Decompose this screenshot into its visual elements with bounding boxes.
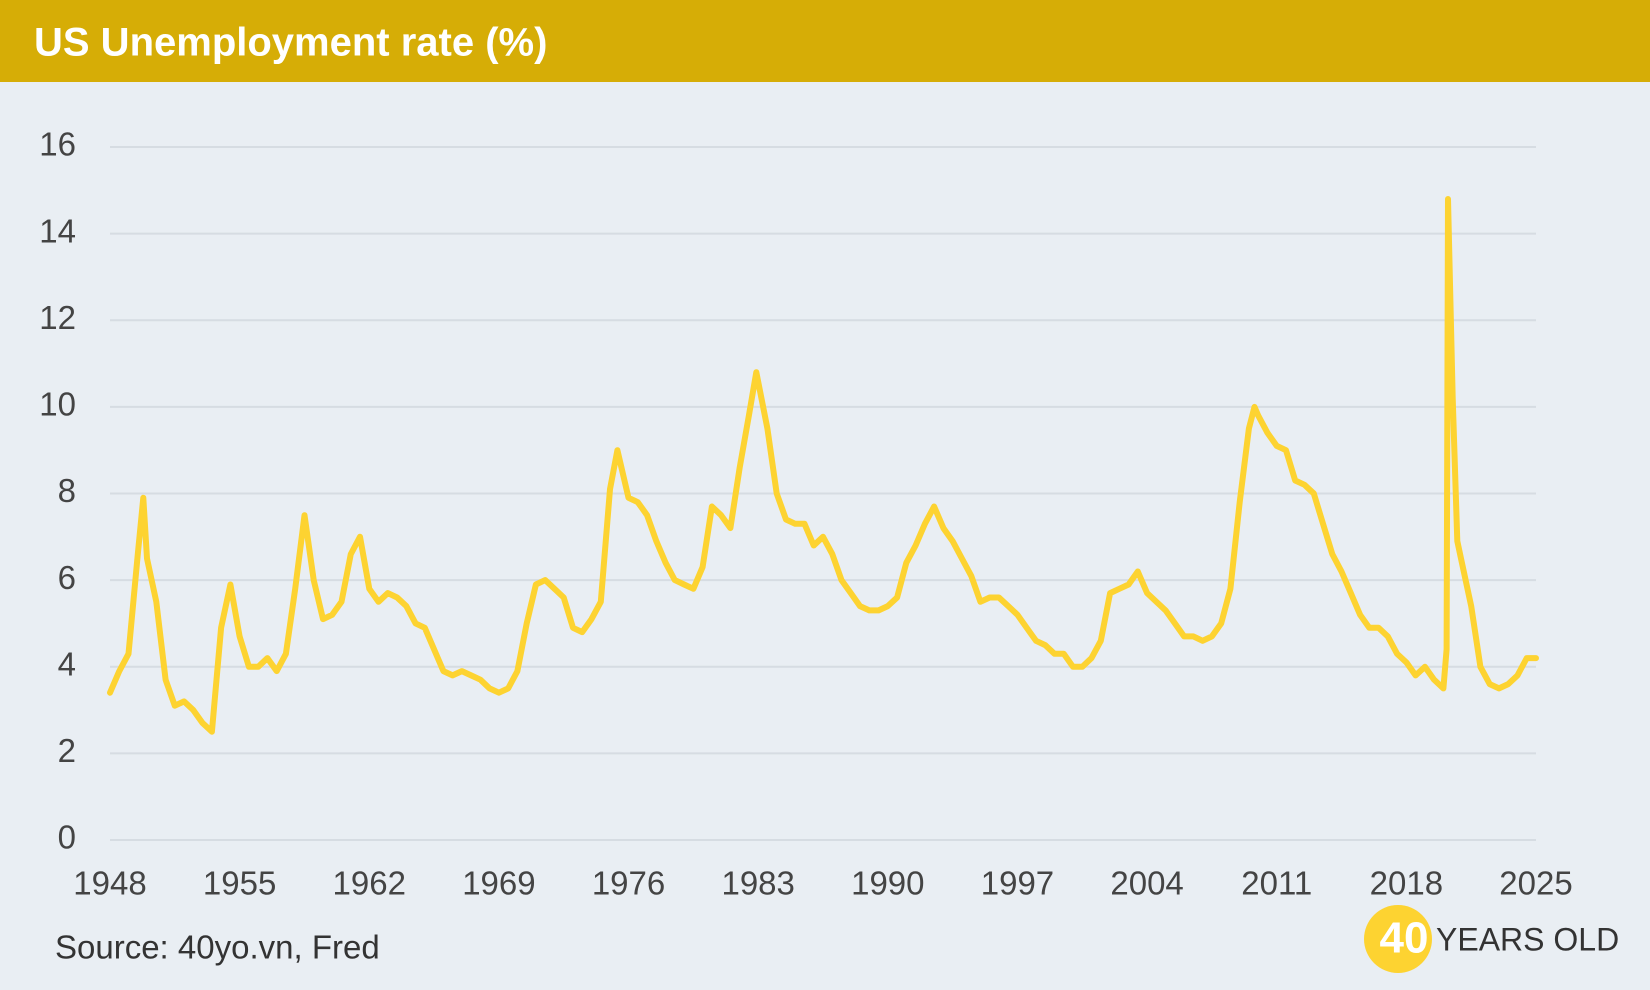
y-tick-label: 6 [58,559,76,596]
x-tick-label: 1997 [981,865,1054,902]
y-tick-label: 2 [58,732,76,769]
x-tick-label: 2011 [1241,865,1312,902]
y-tick-label: 14 [39,212,76,249]
y-tick-label: 12 [39,299,76,336]
y-tick-label: 4 [58,645,76,682]
x-tick-label: 1990 [851,865,924,902]
chart-title: US Unemployment rate (%) [34,21,547,65]
x-tick-label: 2004 [1110,865,1183,902]
logo-circle [1364,905,1432,973]
x-tick-label: 1955 [203,865,276,902]
x-tick-label: 1969 [462,865,535,902]
logo-number: 40 [1380,914,1429,963]
x-tick-label: 2025 [1499,865,1572,902]
x-tick-label: 1948 [73,865,146,902]
x-tick-label: 2018 [1370,865,1443,902]
y-tick-label: 8 [58,472,76,509]
y-tick-label: 0 [58,819,76,856]
logo-text: YEARS OLD [1436,921,1619,957]
line [107,196,1539,735]
y-tick-label: 10 [39,386,76,423]
source: Source: 40yo.vn, Fred [55,929,380,966]
y-tick-label: 16 [39,126,76,163]
x-tick-label: 1976 [592,865,665,902]
x-tick-label: 1962 [333,865,406,902]
header-bar [0,0,1650,82]
x-tick-label: 1983 [721,865,794,902]
